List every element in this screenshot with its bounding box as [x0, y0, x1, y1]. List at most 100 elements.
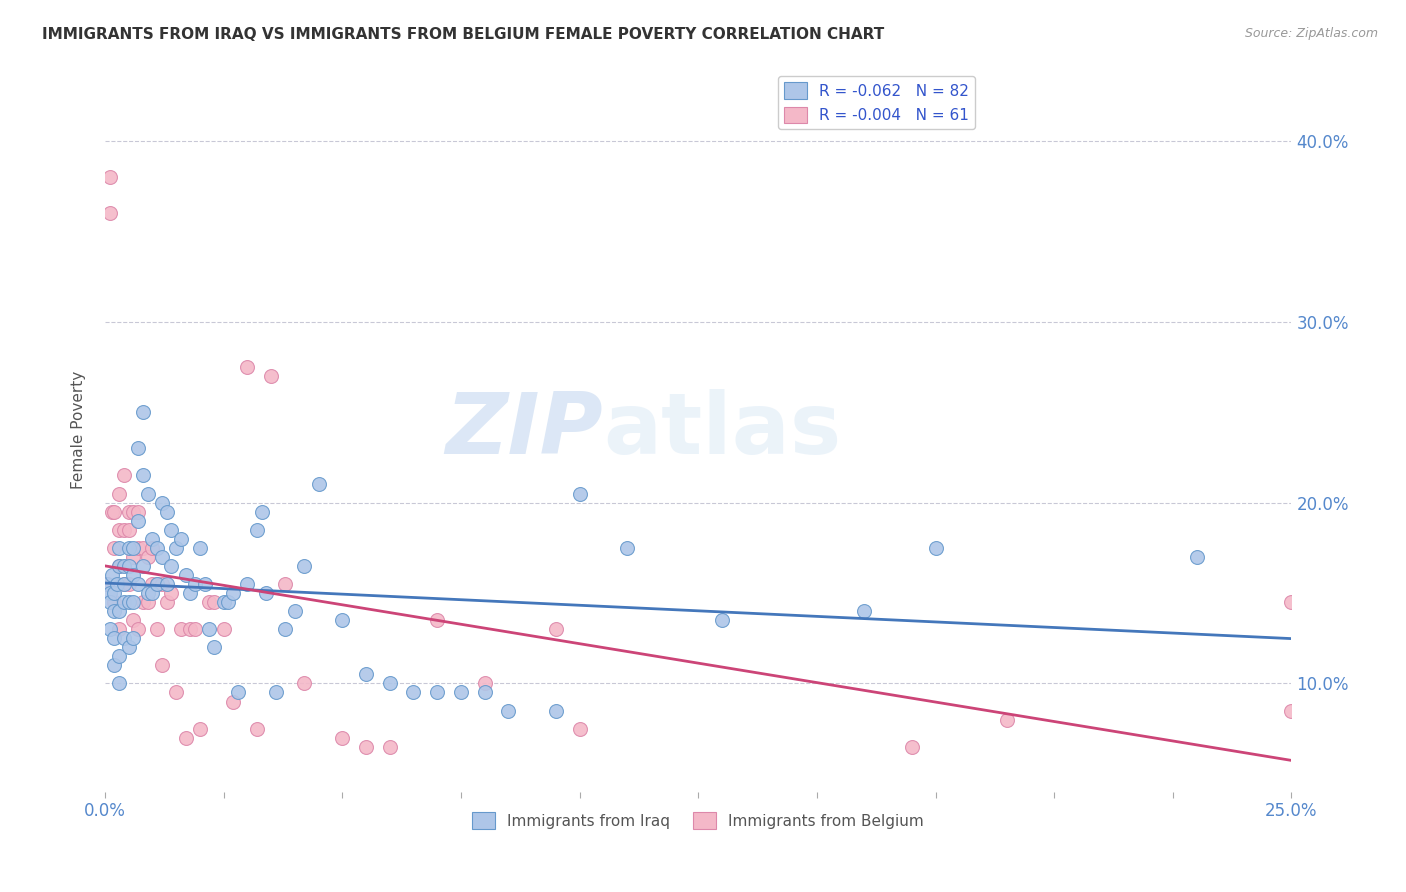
Y-axis label: Female Poverty: Female Poverty [72, 371, 86, 490]
Point [212, 595, 235, 609]
Point [108, 558, 131, 573]
Point [616, 541, 638, 555]
Point [122, 541, 145, 555]
Point [226, 685, 249, 699]
Point [184, 622, 207, 636]
Point [378, 739, 401, 754]
Point [995, 713, 1018, 727]
Point [118, 523, 141, 537]
Point [284, 604, 307, 618]
Point [378, 676, 401, 690]
Point [222, 586, 245, 600]
Point [156, 577, 179, 591]
Point [98, 586, 121, 600]
Point [141, 586, 163, 600]
Point [260, 369, 283, 384]
Point [136, 595, 159, 609]
Point [165, 541, 187, 555]
Point [108, 649, 131, 664]
Point [122, 632, 145, 646]
Point [568, 486, 591, 500]
Point [108, 486, 131, 500]
Point [194, 577, 217, 591]
Text: IMMIGRANTS FROM IRAQ VS IMMIGRANTS FROM BELGIUM FEMALE POVERTY CORRELATION CHART: IMMIGRANTS FROM IRAQ VS IMMIGRANTS FROM … [42, 27, 884, 42]
Point [141, 541, 163, 555]
Point [1185, 549, 1208, 564]
Point [202, 640, 225, 655]
Text: Source: ZipAtlas.com: Source: ZipAtlas.com [1244, 27, 1378, 40]
Point [127, 577, 149, 591]
Point [132, 541, 155, 555]
Point [146, 577, 169, 591]
Point [103, 595, 125, 609]
Point [354, 667, 377, 681]
Point [112, 577, 135, 591]
Point [474, 676, 496, 690]
Point [426, 613, 449, 627]
Point [160, 586, 183, 600]
Point [108, 622, 131, 636]
Point [174, 731, 197, 745]
Point [122, 549, 145, 564]
Point [103, 658, 125, 673]
Point [127, 442, 149, 456]
Point [118, 558, 141, 573]
Point [101, 505, 124, 519]
Point [122, 595, 145, 609]
Point [450, 685, 472, 699]
Point [1281, 704, 1303, 718]
Point [101, 568, 124, 582]
Point [402, 685, 425, 699]
Point [122, 568, 145, 582]
Point [498, 704, 520, 718]
Point [103, 632, 125, 646]
Point [146, 622, 169, 636]
Point [103, 586, 125, 600]
Point [474, 685, 496, 699]
Point [250, 505, 273, 519]
Point [103, 505, 125, 519]
Point [108, 604, 131, 618]
Point [118, 505, 141, 519]
Point [127, 622, 149, 636]
Point [179, 586, 201, 600]
Point [122, 613, 145, 627]
Point [292, 558, 315, 573]
Point [112, 595, 135, 609]
Point [112, 468, 135, 483]
Point [544, 622, 567, 636]
Point [132, 558, 155, 573]
Point [1281, 595, 1303, 609]
Point [118, 577, 141, 591]
Point [96, 577, 118, 591]
Point [330, 613, 353, 627]
Point [122, 505, 145, 519]
Point [141, 532, 163, 546]
Point [212, 622, 235, 636]
Point [127, 541, 149, 555]
Point [108, 676, 131, 690]
Point [108, 541, 131, 555]
Text: ZIP: ZIP [446, 389, 603, 472]
Point [98, 595, 121, 609]
Point [179, 622, 201, 636]
Point [141, 577, 163, 591]
Point [160, 558, 183, 573]
Point [246, 523, 269, 537]
Point [150, 658, 173, 673]
Point [236, 577, 259, 591]
Point [127, 514, 149, 528]
Point [96, 577, 118, 591]
Point [118, 541, 141, 555]
Point [156, 505, 179, 519]
Point [188, 541, 211, 555]
Point [170, 622, 193, 636]
Point [160, 523, 183, 537]
Point [103, 541, 125, 555]
Point [118, 595, 141, 609]
Point [98, 169, 121, 184]
Point [108, 523, 131, 537]
Point [236, 359, 259, 374]
Point [924, 541, 946, 555]
Point [98, 622, 121, 636]
